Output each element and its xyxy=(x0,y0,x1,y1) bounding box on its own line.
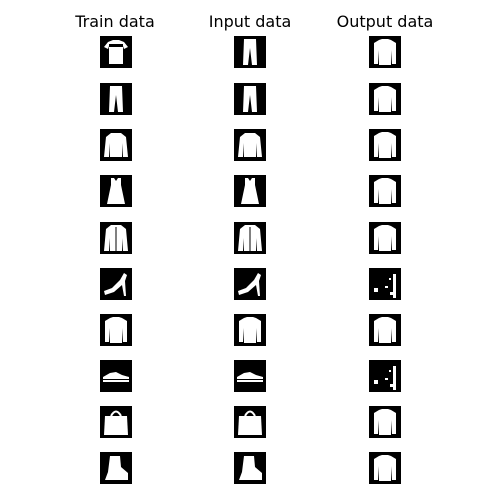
grid-tile xyxy=(234,83,266,115)
grid-tile xyxy=(100,406,132,438)
grid-tile xyxy=(369,175,401,207)
shirt-icon xyxy=(374,178,396,204)
grid-tile xyxy=(100,175,132,207)
trousers-icon xyxy=(243,39,257,65)
grid-tile xyxy=(369,268,401,300)
grid-tile xyxy=(100,360,132,392)
noisy-glyph-icon xyxy=(374,274,396,298)
grid-tile xyxy=(100,83,132,115)
tshirt-icon xyxy=(104,40,128,64)
shirt-icon xyxy=(374,317,396,343)
sandal-icon xyxy=(238,273,261,296)
shirt-icon xyxy=(374,455,396,481)
noisy-glyph-icon xyxy=(374,366,396,390)
shirt-icon xyxy=(239,317,261,343)
grid-tile xyxy=(100,268,132,300)
grid-tile xyxy=(234,36,266,68)
grid-tile xyxy=(369,36,401,68)
ankle-boot-icon xyxy=(105,456,128,480)
grid-tile xyxy=(369,360,401,392)
grid-tile xyxy=(234,175,266,207)
shirt-icon xyxy=(374,86,396,112)
grid-tile xyxy=(369,222,401,254)
pullover-icon xyxy=(238,133,262,157)
column-title-train: Train data xyxy=(75,12,155,31)
ankle-boot-icon xyxy=(239,456,262,480)
grid-tile xyxy=(369,314,401,346)
shirt-icon xyxy=(374,132,396,158)
trousers-icon xyxy=(243,86,257,112)
coat-icon xyxy=(238,225,262,251)
bag-icon xyxy=(104,410,128,435)
sneaker-icon xyxy=(103,372,129,382)
column-title-output: Output data xyxy=(336,12,434,31)
column-title-input: Input data xyxy=(208,12,292,31)
shirt-icon xyxy=(374,409,396,435)
grid-tile xyxy=(369,406,401,438)
shirt-icon xyxy=(105,317,127,343)
pullover-icon xyxy=(104,133,128,157)
grid-tile xyxy=(234,314,266,346)
dress-icon xyxy=(107,178,125,204)
shirt-icon xyxy=(374,225,396,251)
grid-tile xyxy=(234,360,266,392)
grid-tile xyxy=(100,36,132,68)
grid-tile xyxy=(234,452,266,484)
coat-icon xyxy=(104,225,128,251)
grid-tile xyxy=(100,222,132,254)
grid-tile xyxy=(234,268,266,300)
grid-tile xyxy=(369,83,401,115)
grid-tile xyxy=(100,314,132,346)
shirt-icon xyxy=(374,39,396,65)
grid-tile xyxy=(369,129,401,161)
grid-tile xyxy=(234,129,266,161)
grid-tile xyxy=(100,129,132,161)
grid-tile xyxy=(234,406,266,438)
grid-tile xyxy=(100,452,132,484)
trousers-icon xyxy=(109,86,123,112)
sneaker-icon xyxy=(237,372,263,382)
grid-tile xyxy=(369,452,401,484)
sandal-icon xyxy=(104,273,127,296)
grid-tile xyxy=(234,222,266,254)
dress-icon xyxy=(241,178,259,204)
bag-icon xyxy=(238,410,262,435)
